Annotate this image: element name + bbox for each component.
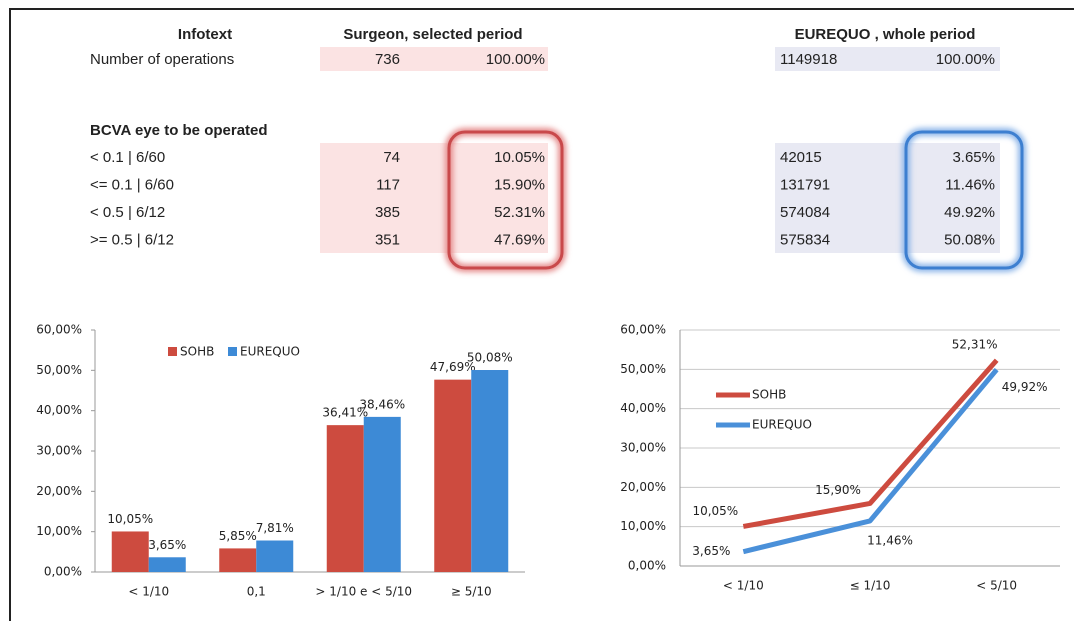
y-tick-label: 10,00% bbox=[36, 524, 82, 538]
y-tick-label: 10,00% bbox=[620, 519, 666, 533]
value-label: 10,05% bbox=[692, 504, 738, 518]
cell: 74 bbox=[383, 149, 400, 166]
bar bbox=[434, 379, 472, 572]
cell: 575834 bbox=[780, 231, 830, 248]
header: Surgeon, selected period bbox=[343, 26, 522, 43]
cell: Number of operations bbox=[90, 51, 234, 68]
header: EUREQUO , whole period bbox=[795, 26, 976, 43]
legend-swatch bbox=[228, 347, 237, 356]
y-tick-label: 0,00% bbox=[628, 559, 666, 573]
cell: 10.05% bbox=[494, 149, 545, 166]
cell: 52.31% bbox=[494, 204, 545, 221]
section-title: BCVA eye to be operated bbox=[90, 122, 268, 139]
bar bbox=[219, 548, 257, 572]
bar bbox=[326, 425, 364, 572]
y-tick-label: 0,00% bbox=[44, 565, 82, 579]
cell: 3.65% bbox=[952, 149, 995, 166]
surgeon-bg bbox=[320, 47, 548, 71]
value-label: 10,05% bbox=[107, 512, 153, 526]
value-label: 47,69% bbox=[430, 360, 476, 374]
value-label: 36,41% bbox=[322, 406, 368, 420]
bar bbox=[111, 531, 149, 572]
legend-swatch bbox=[168, 347, 177, 356]
highlight-blue bbox=[904, 130, 1024, 270]
cell: 351 bbox=[375, 231, 400, 248]
line bbox=[742, 368, 999, 555]
frame bbox=[9, 8, 1074, 621]
y-tick-label: 20,00% bbox=[620, 480, 666, 494]
legend-label: EUREQUO bbox=[752, 418, 812, 432]
value-label: 15,90% bbox=[815, 483, 861, 497]
y-tick-label: 40,00% bbox=[620, 401, 666, 415]
x-tick-label: < 1/10 bbox=[723, 579, 764, 593]
value-label: 38,46% bbox=[359, 397, 405, 411]
legend-label: SOHB bbox=[180, 345, 214, 359]
cell: 11.46% bbox=[945, 176, 995, 193]
cell: 15.90% bbox=[494, 176, 545, 193]
value-label: 3,65% bbox=[148, 538, 186, 552]
bar bbox=[256, 540, 294, 572]
highlight-red bbox=[447, 130, 564, 270]
cell: 49.92% bbox=[944, 204, 995, 221]
cell: < 0.5 | 6/12 bbox=[90, 204, 165, 221]
value-label: 49,92% bbox=[1002, 380, 1048, 394]
cell: 42015 bbox=[780, 149, 822, 166]
x-tick-label: ≤ 1/10 bbox=[850, 579, 891, 593]
y-tick-label: 60,00% bbox=[36, 323, 82, 337]
x-tick-label: 0,1 bbox=[247, 585, 266, 599]
bar bbox=[471, 370, 509, 572]
surgeon-bg bbox=[320, 143, 548, 253]
cell: 100.00% bbox=[936, 51, 995, 68]
cell: 47.69% bbox=[494, 231, 545, 248]
x-tick-label: > 1/10 e < 5/10 bbox=[315, 585, 412, 599]
legend-label: SOHB bbox=[752, 388, 786, 402]
line bbox=[742, 358, 999, 529]
y-tick-label: 30,00% bbox=[620, 441, 666, 455]
y-tick-label: 40,00% bbox=[36, 403, 82, 417]
eurequo-bg bbox=[775, 47, 1000, 71]
legend-label: EUREQUO bbox=[240, 345, 300, 359]
value-label: 11,46% bbox=[867, 533, 913, 547]
value-label: 7,81% bbox=[256, 521, 294, 535]
y-tick-label: 20,00% bbox=[36, 484, 82, 498]
y-tick-label: 50,00% bbox=[36, 363, 82, 377]
y-tick-label: 50,00% bbox=[620, 362, 666, 376]
cell: >= 0.5 | 6/12 bbox=[90, 231, 174, 248]
cell: 736 bbox=[375, 51, 400, 68]
x-tick-label: ≥ 5/10 bbox=[451, 585, 492, 599]
cell: 50.08% bbox=[944, 231, 995, 248]
value-label: 52,31% bbox=[952, 338, 998, 352]
cell: <= 0.1 | 6/60 bbox=[90, 176, 174, 193]
value-label: 3,65% bbox=[692, 544, 730, 558]
cell: 1149918 bbox=[780, 51, 837, 68]
cell: 100.00% bbox=[486, 51, 545, 68]
cell: 385 bbox=[375, 204, 400, 221]
value-label: 50,08% bbox=[467, 351, 513, 365]
y-tick-label: 30,00% bbox=[36, 444, 82, 458]
cell: 117 bbox=[376, 176, 400, 193]
cell: < 0.1 | 6/60 bbox=[90, 149, 165, 166]
eurequo-bg bbox=[775, 143, 1000, 253]
bar bbox=[148, 557, 186, 572]
bar bbox=[363, 416, 401, 572]
cell: 574084 bbox=[780, 204, 830, 221]
x-tick-label: < 1/10 bbox=[128, 585, 169, 599]
value-label: 5,85% bbox=[219, 529, 257, 543]
header: Infotext bbox=[178, 26, 232, 43]
cell: 131791 bbox=[780, 176, 830, 193]
x-tick-label: < 5/10 bbox=[976, 579, 1017, 593]
y-tick-label: 60,00% bbox=[620, 323, 666, 337]
